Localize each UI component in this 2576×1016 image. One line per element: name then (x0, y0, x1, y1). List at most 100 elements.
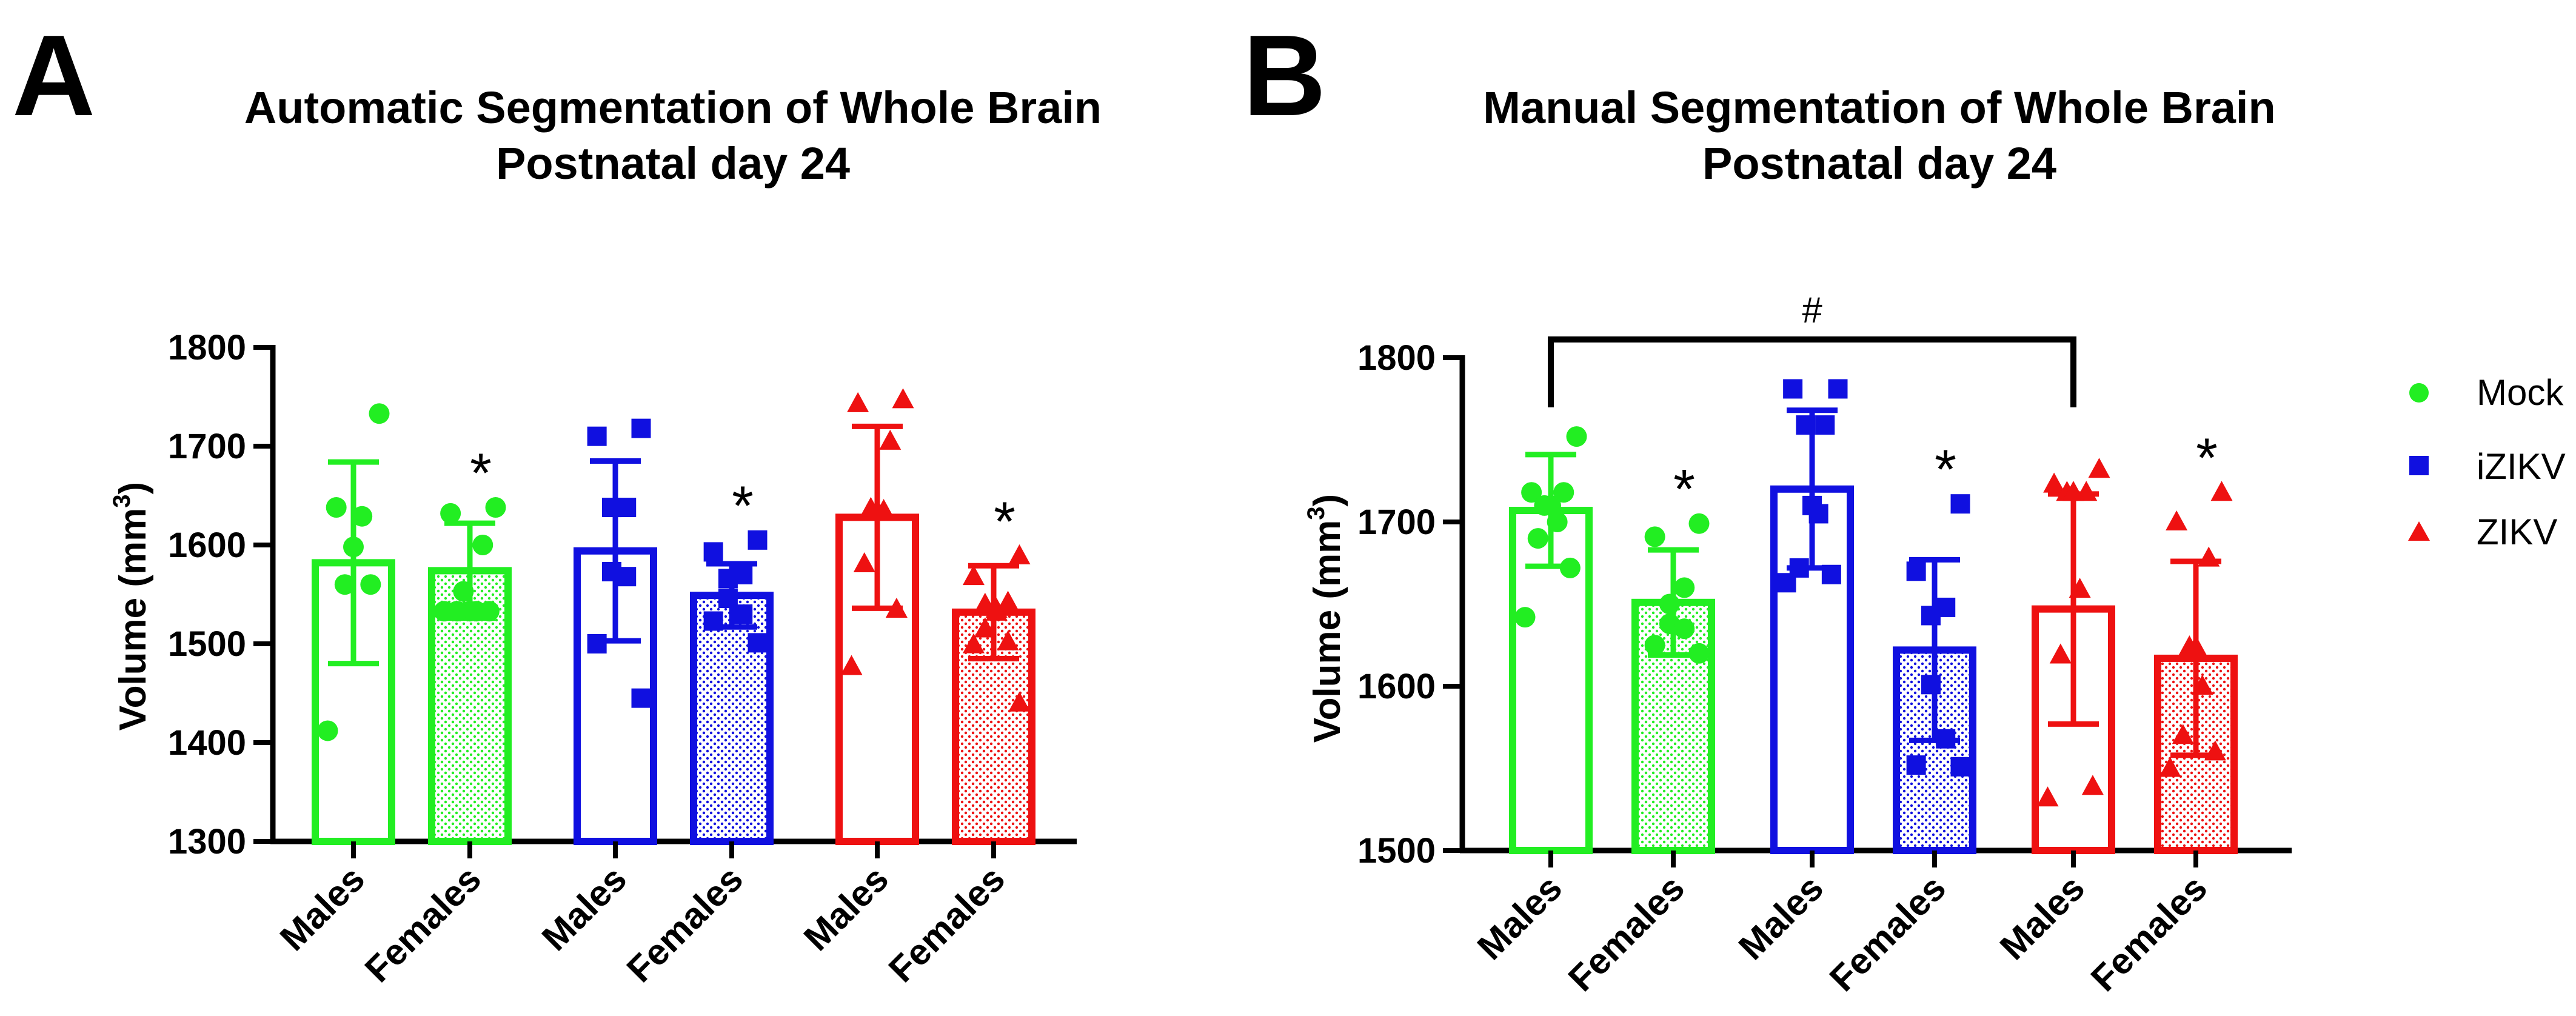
chart-a-data-point (962, 565, 985, 586)
chart-b-data-point (2081, 775, 2104, 795)
chart-b-data-point (1541, 495, 1561, 516)
chart-b-data-point (1936, 729, 1956, 749)
chart-a-data-point (352, 506, 373, 527)
chart-a-data-point (718, 569, 738, 589)
chart-b-data-point (1559, 557, 1581, 578)
chart-b-y-axis-label: Volume (mm3) (1303, 494, 1348, 743)
chart-b-data-point (1688, 513, 1710, 534)
chart-b-data-point (2166, 510, 2188, 530)
chart-a-bar (690, 592, 774, 845)
chart-b-data-point (1906, 755, 1926, 775)
legend-zikv-marker (2408, 521, 2430, 541)
chart-b-data-point (1921, 675, 1941, 695)
chart-b-data-point (1821, 564, 1841, 584)
chart-a-data-point (1008, 544, 1031, 564)
chart-b-significance-star: * (2196, 427, 2218, 489)
chart-b-data-point (1527, 528, 1548, 549)
chart-a-data-point (879, 429, 902, 450)
chart-b-data-point (1776, 573, 1796, 593)
chart-a-title-line-1: Automatic Segmentation of Whole Brain (244, 82, 1102, 133)
chart-b-data-point (1674, 618, 1695, 640)
chart-b-data-point (2210, 481, 2233, 501)
chart-a-category-label: Females (619, 858, 751, 990)
chart-b-data-point (1566, 426, 1587, 447)
chart-a-data-point (326, 497, 347, 518)
chart-b-data-point (1921, 606, 1941, 626)
chart-b-data-point (1815, 415, 1835, 435)
chart-b-data-point (2191, 675, 2213, 695)
chart-b-comparison-bracket (1548, 336, 2076, 407)
chart-b-data-point (1659, 593, 1680, 615)
chart-b-category-label: Males (1731, 867, 1831, 968)
chart-a-data-point (334, 574, 355, 595)
legend-zikv-label: ZIKV (2477, 512, 2557, 552)
chart-b-category-label: Males (1992, 867, 2092, 968)
chart-b-data-point (2159, 757, 2181, 777)
chart-b-data-point (1547, 512, 1568, 532)
chart-a-data-point (748, 530, 768, 550)
chart-b-data-point (1828, 379, 1848, 399)
legend-mock-marker (2409, 383, 2429, 403)
chart-b-data-point (1796, 415, 1816, 435)
chart-b-data-point (2172, 724, 2194, 744)
chart-a-data-point (703, 611, 723, 631)
chart-b-y-tick-label: 1500 (1357, 831, 1436, 871)
chart-b-data-point (1808, 504, 1828, 524)
chart-b-category-label: Males (1470, 867, 1570, 968)
chart-a-data-point (853, 552, 875, 572)
chart-b-data-point (1906, 561, 1926, 581)
chart-b-data-point (2069, 578, 2091, 598)
chart-b-data-point (2204, 740, 2226, 761)
chart-a-data-point (433, 601, 455, 622)
chart-a-data-point (472, 535, 493, 555)
legend-mock-label: Mock (2477, 372, 2564, 413)
chart-a-category-label: Males (796, 858, 896, 958)
chart-b-data-point (1950, 757, 1970, 777)
chart-b-data-point (1674, 577, 1695, 598)
chart-b-data-point (2185, 635, 2207, 655)
chart-a-data-point (840, 655, 863, 675)
chart-a-data-point (892, 388, 914, 409)
chart-b-data-point (2043, 472, 2066, 493)
chart-a-title-line-2: Postnatal day 24 (496, 138, 850, 189)
chart-b-data-point (1688, 643, 1710, 664)
chart-b-data-point (2062, 481, 2084, 501)
chart-a-data-point (601, 498, 621, 518)
chart-b-significance-star: * (1935, 439, 1956, 501)
chart-b-data-point (1783, 379, 1803, 399)
chart-b-title-line-1: Manual Segmentation of Whole Brain (1483, 82, 2275, 133)
chart-a-data-point (617, 567, 637, 587)
chart-a-data-point (453, 581, 474, 602)
chart-a-data-point (974, 617, 996, 638)
chart-a-data-point (997, 630, 1019, 650)
chart-b-data-point (1553, 482, 1574, 503)
chart-a-data-point (369, 403, 390, 424)
chart-b-y-tick-label: 1600 (1357, 667, 1436, 706)
chart-a-y-tick-label: 1600 (168, 526, 246, 565)
chart-b-category-label: Females (2083, 867, 2215, 999)
legend: Mock iZIKV ZIKV (2408, 372, 2566, 552)
chart-b-data-point (1950, 494, 1970, 514)
chart-a-data-point (962, 633, 985, 653)
panel-letter-b: B (1243, 12, 1326, 140)
chart-a-data-point (631, 418, 651, 438)
chart-a-y-tick-label: 1400 (168, 723, 246, 763)
chart-b-data-point (2049, 643, 2072, 664)
chart-b-data-point (2198, 546, 2220, 567)
chart-a-category-label: Males (272, 858, 372, 958)
chart-b-y-tick-label: 1800 (1357, 338, 1436, 378)
chart-b-title-line-2: Postnatal day 24 (1702, 138, 2056, 189)
chart-a-significance-star: * (470, 443, 492, 504)
panel-letter-a: A (12, 12, 95, 140)
chart-a-data-point (997, 590, 1019, 611)
chart-a-data-point (1008, 691, 1031, 712)
chart-a-category-label: Males (534, 858, 634, 958)
chart-a-data-point (587, 634, 607, 653)
chart-a-data-point (343, 536, 364, 558)
chart-b-bracket-label: # (1802, 290, 1822, 330)
chart-b-data-point (1644, 526, 1665, 547)
chart-a-y-tick-label: 1500 (168, 624, 246, 664)
chart-b-data-point (1514, 607, 1536, 628)
